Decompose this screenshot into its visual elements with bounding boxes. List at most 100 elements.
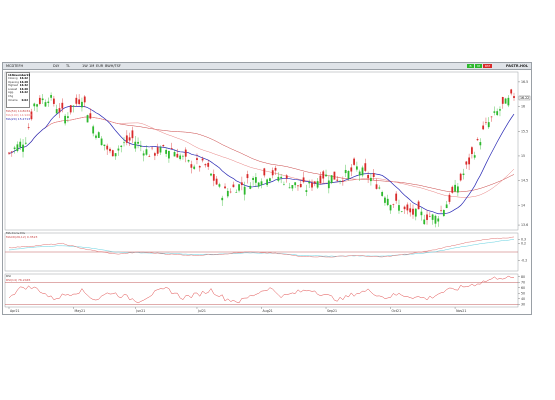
candle-body <box>72 105 75 107</box>
candle-body <box>504 98 507 104</box>
candle-body <box>319 175 322 184</box>
candle-body <box>114 153 117 157</box>
candle-body <box>193 166 196 169</box>
last-value-tag <box>518 95 531 101</box>
candle-body <box>403 206 406 210</box>
toolbar-field-1[interactable]: TL <box>66 64 71 68</box>
info-row: Volume 0.02 <box>8 98 28 102</box>
symbol-field[interactable]: MCDTEFH <box>6 64 24 68</box>
candle-body <box>13 147 16 149</box>
chart-window: MCDTEFH DLY TL 1W 1M EUR BWH/TSF B M PAT… <box>2 62 532 315</box>
candle-body <box>198 166 201 168</box>
candle-body <box>308 181 311 184</box>
candle-body <box>224 186 226 189</box>
candle-body <box>297 185 299 187</box>
rsi-panel-frame <box>4 273 519 308</box>
rsi-tick-label: 50 <box>521 291 525 295</box>
info-row: Agg. Chg 16.22 <box>8 91 28 99</box>
candle-body <box>125 135 128 143</box>
candle-body <box>487 122 490 128</box>
candle-body <box>277 176 280 181</box>
candle-body <box>204 164 207 166</box>
candle-body <box>201 158 204 161</box>
candle-body <box>448 194 451 202</box>
candle-body <box>55 109 58 114</box>
timeframe-field[interactable]: DLY <box>53 64 60 68</box>
candle-body <box>8 152 10 154</box>
chart-canvas: 13.6 14 14.5 15 15.5 16 16.5 16.22 -0.2 0.20.3 304… <box>4 71 531 313</box>
toolbar-field-4[interactable]: EUR <box>96 64 104 68</box>
price-tick-label: 14 <box>521 203 525 207</box>
candle-body <box>417 201 420 210</box>
candle-body <box>173 152 176 157</box>
candle-body <box>327 180 330 189</box>
candle-body <box>389 205 392 211</box>
candle-body <box>414 208 417 217</box>
macd-signal-line <box>8 239 515 257</box>
candle-body <box>271 170 274 176</box>
x-tick-label: Sep21 <box>327 309 337 313</box>
toolbar: MCDTEFH DLY TL 1W 1M EUR BWH/TSF B M PAT… <box>3 63 531 70</box>
candle-body <box>361 167 364 176</box>
candle-body <box>274 167 277 171</box>
candle-body <box>364 163 367 171</box>
macd-panel-title: MA-Conv-Div <box>6 231 26 235</box>
candle-body <box>100 138 103 146</box>
ma-mid-line <box>8 116 515 198</box>
rsi-panel-params: RSI(14) 76.2445 <box>6 278 31 282</box>
price-panel-frame <box>4 71 519 231</box>
candle-body <box>196 158 198 161</box>
candle-body <box>501 97 504 104</box>
candle-body <box>375 184 378 189</box>
candle-body <box>269 178 271 181</box>
candle-body <box>30 111 33 120</box>
candle-body <box>67 116 69 118</box>
candle-body <box>350 167 353 172</box>
candle-body <box>184 149 187 157</box>
candle-body <box>341 180 344 182</box>
candle-body <box>510 89 513 94</box>
candle-body <box>187 160 190 162</box>
candle-body <box>139 146 142 147</box>
rsi-tick-label: 70 <box>521 280 525 284</box>
candle-body <box>395 193 398 201</box>
candle-body <box>313 181 316 184</box>
candle-body <box>336 179 339 181</box>
candle-body <box>190 164 193 168</box>
candle-body <box>243 186 246 195</box>
toolbar-field-5[interactable]: BWH/TSF <box>105 64 121 68</box>
candle-body <box>165 149 168 154</box>
candle-body <box>420 211 423 216</box>
candle-body <box>451 186 454 193</box>
candle-body <box>123 142 125 144</box>
candle-body <box>95 135 97 138</box>
candle-body <box>27 127 30 129</box>
badge-1[interactable]: B <box>467 64 474 68</box>
candle-body <box>24 142 27 144</box>
toolbar-field-3[interactable]: 1M <box>89 64 95 68</box>
candle-body <box>148 156 151 157</box>
candle-body <box>333 171 336 180</box>
candle-body <box>252 177 254 181</box>
candle-body <box>378 187 381 189</box>
candle-body <box>226 190 229 197</box>
candle-body <box>142 153 145 156</box>
badge-3[interactable]: PAT <box>483 64 492 68</box>
info-box: 11November21 Closing 16.22 Opening 16.28 H… <box>6 72 30 108</box>
rsi-line <box>8 275 515 304</box>
candle-body <box>215 178 218 185</box>
candle-body <box>64 115 67 124</box>
toolbar-field-2[interactable]: 1W <box>82 64 88 68</box>
candle-body <box>50 95 52 98</box>
badge-2[interactable]: M <box>475 64 482 68</box>
candle-body <box>339 180 341 182</box>
candle-body <box>496 111 499 116</box>
candle-body <box>355 166 358 170</box>
price-tick-label: 15.5 <box>521 129 528 133</box>
toolbar-right-label[interactable]: PASTR.HOL <box>506 64 529 68</box>
candle-body <box>476 139 479 141</box>
candle-body <box>254 177 257 183</box>
candle-body <box>406 204 409 211</box>
candle-body <box>423 219 426 225</box>
candle-body <box>263 168 266 176</box>
